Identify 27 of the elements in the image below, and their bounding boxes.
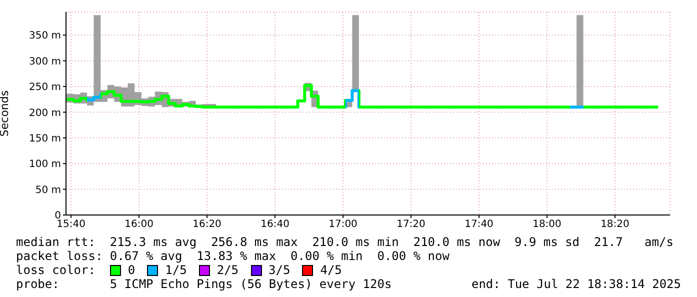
x-tick-label: 18:00	[532, 219, 562, 230]
text: median rtt: 215.3 ms avg 256.8 ms max 210.0 ms min 210.0 ms now 9.9 ms sd 21.7 am/s	[16, 235, 674, 249]
legend-title: loss color:	[16, 263, 96, 277]
x-tick-label: 17:00	[328, 219, 358, 230]
y-tick-label: 50 m	[35, 184, 61, 196]
x-tick-label: 16:20	[192, 219, 222, 230]
y-tick-label: 250 m	[28, 82, 61, 94]
x-tick-label: 16:00	[124, 219, 154, 230]
x-tick-label: 15:40	[56, 219, 86, 230]
x-tick-label: 17:20	[396, 219, 426, 230]
y-axis-title: Seconds	[0, 90, 11, 137]
x-tick-label: 17:40	[464, 219, 494, 230]
text: end: Tue Jul 22 18:38:14 2025	[471, 277, 681, 291]
y-tick-label: 100 m	[28, 159, 61, 170]
text: probe: 5 ICMP Echo Pings (56 Bytes) every 120s	[16, 277, 392, 291]
legend-label: 4/5	[320, 263, 342, 277]
legend-label: 2/5	[216, 263, 239, 277]
text: 0	[128, 263, 136, 277]
y-tick-label: 300 m	[28, 56, 61, 68]
x-tick-label: 16:40	[260, 219, 290, 230]
y-tick-label: 150 m	[28, 133, 61, 144]
legend-label: 3/5	[268, 263, 290, 277]
text: packet loss: 0.67 % avg 13.83 % max 0.00 % min 0.00 % now	[16, 249, 450, 263]
y-tick-label: 350 m	[28, 30, 61, 42]
x-tick-label: 18:20	[600, 219, 630, 230]
legend-label: 1/5	[165, 263, 187, 277]
y-tick-label: 200 m	[28, 108, 61, 119]
